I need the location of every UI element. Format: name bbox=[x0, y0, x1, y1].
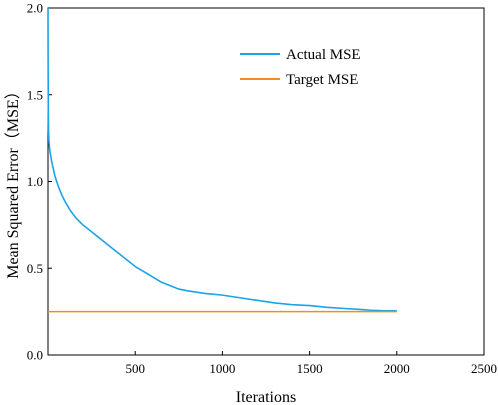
plot-frame bbox=[47, 7, 485, 356]
axis-ticks bbox=[48, 7, 485, 356]
y-tick-label: 2.0 bbox=[27, 1, 43, 16]
x-tick-label: 1000 bbox=[209, 361, 235, 376]
y-tick-label: 1.5 bbox=[27, 87, 43, 102]
x-tick-label: 1500 bbox=[297, 361, 323, 376]
y-tick-label: 1.0 bbox=[27, 174, 43, 189]
legend-label-actual-mse: Actual MSE bbox=[286, 47, 361, 63]
y-tick-label: 0.5 bbox=[27, 261, 43, 276]
x-axis-title: Iterations bbox=[236, 389, 296, 405]
x-tick-label: 2500 bbox=[471, 361, 497, 376]
y-tick-label: 0.0 bbox=[27, 348, 43, 363]
axis-tick-labels: 500 1000 1500 2000 2500 0.0 0.5 1.0 1.5 2.0 bbox=[27, 1, 497, 377]
x-tick-label: 2000 bbox=[384, 361, 410, 376]
legend: Actual MSE Target MSE bbox=[240, 47, 361, 88]
legend-label-target-mse: Target MSE bbox=[286, 72, 358, 88]
y-axis-title: Mean Squared Error（MSE） bbox=[4, 83, 22, 279]
x-tick-label: 500 bbox=[125, 361, 145, 376]
actual-mse-line bbox=[47, 7, 397, 312]
series-layer bbox=[47, 7, 397, 313]
